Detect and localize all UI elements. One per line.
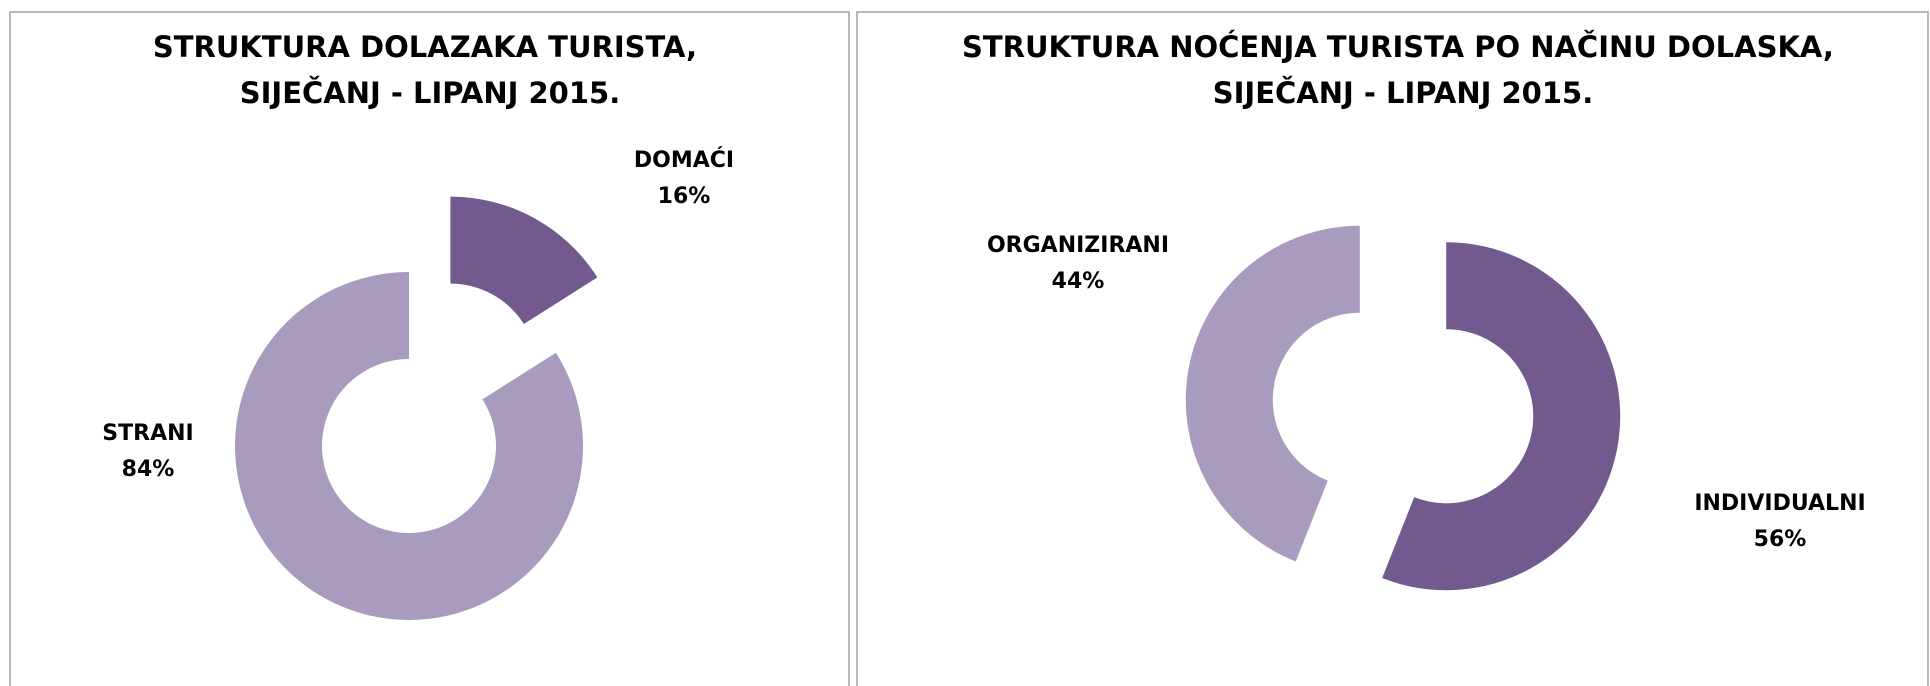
- slice-label: DOMAĆI: [634, 147, 734, 173]
- title-line: SIJEČANJ - LIPANJ 2015.: [240, 76, 620, 110]
- panel: [856, 11, 1929, 686]
- donut-slice: [450, 196, 598, 325]
- title-line: STRUKTURA NOĆENJA TURISTA PO NAČINU DOLA…: [962, 30, 1844, 64]
- slice-value-label: 44%: [1052, 269, 1105, 294]
- slice-value-label: 16%: [658, 184, 711, 209]
- slice-label: ORGANIZIRANI: [987, 233, 1169, 258]
- title-line: STRUKTURA DOLAZAKA TURISTA,: [153, 30, 707, 64]
- title-line: SIJEČANJ - LIPANJ 2015.: [1213, 76, 1593, 110]
- donut-slice: [1382, 242, 1621, 591]
- chart-title: STRUKTURA NOĆENJA TURISTA PO NAČINU DOLA…: [962, 30, 1844, 110]
- donut-slice: [235, 272, 583, 620]
- slice-label: INDIVIDUALNI: [1694, 491, 1865, 516]
- slice-value-label: 56%: [1754, 527, 1807, 552]
- slice-value-label: 84%: [122, 457, 175, 482]
- donut-slice: [1185, 225, 1360, 562]
- slice-label: STRANI: [102, 421, 193, 446]
- chart-title: STRUKTURA DOLAZAKA TURISTA, SIJEČANJ - L…: [153, 30, 707, 110]
